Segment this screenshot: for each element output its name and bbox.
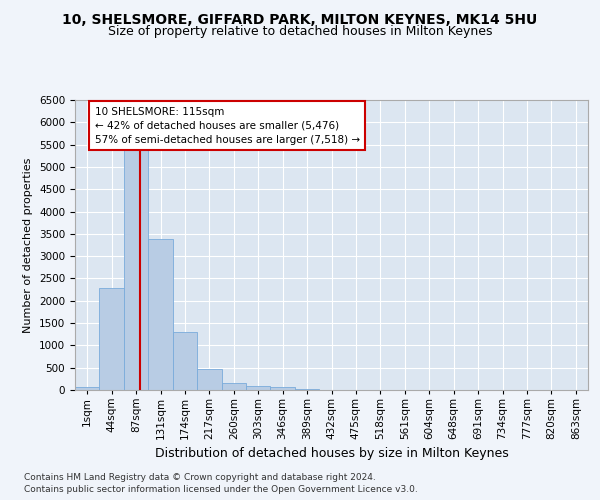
- Y-axis label: Number of detached properties: Number of detached properties: [23, 158, 34, 332]
- Bar: [221, 382, 246, 390]
- Bar: [246, 386, 271, 390]
- Bar: [271, 388, 295, 390]
- Text: Size of property relative to detached houses in Milton Keynes: Size of property relative to detached ho…: [108, 25, 492, 38]
- Text: 10 SHELSMORE: 115sqm
← 42% of detached houses are smaller (5,476)
57% of semi-de: 10 SHELSMORE: 115sqm ← 42% of detached h…: [95, 106, 359, 144]
- Text: Contains public sector information licensed under the Open Government Licence v3: Contains public sector information licen…: [24, 485, 418, 494]
- Bar: [173, 332, 197, 390]
- Text: 10, SHELSMORE, GIFFARD PARK, MILTON KEYNES, MK14 5HU: 10, SHELSMORE, GIFFARD PARK, MILTON KEYN…: [62, 12, 538, 26]
- Bar: [100, 288, 124, 390]
- Bar: [75, 388, 100, 390]
- Bar: [124, 147, 148, 390]
- Text: Contains HM Land Registry data © Crown copyright and database right 2024.: Contains HM Land Registry data © Crown c…: [24, 472, 376, 482]
- Bar: [148, 239, 173, 390]
- Bar: [197, 368, 221, 390]
- Bar: [295, 388, 319, 390]
- X-axis label: Distribution of detached houses by size in Milton Keynes: Distribution of detached houses by size …: [155, 448, 508, 460]
